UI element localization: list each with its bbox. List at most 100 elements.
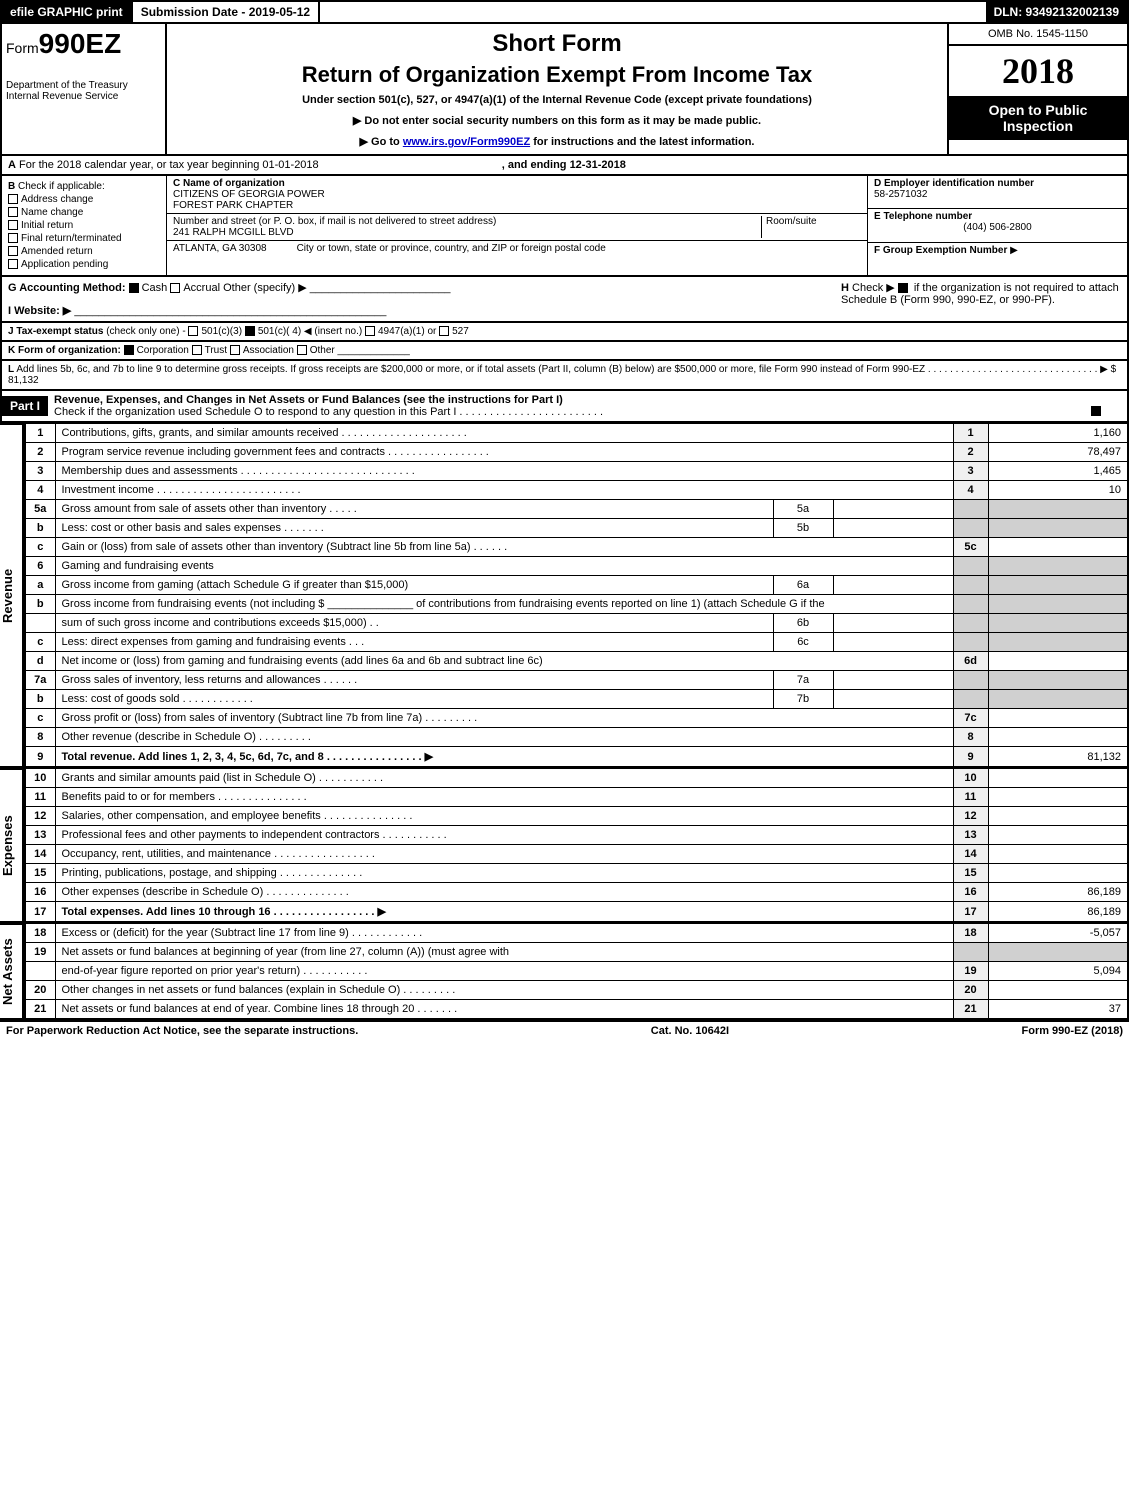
- shaded-cell: [953, 690, 988, 709]
- chk-pending[interactable]: Application pending: [8, 259, 160, 270]
- open-line1: Open to Public: [955, 102, 1121, 118]
- g-cash: Cash: [142, 282, 168, 294]
- line-num: b: [25, 519, 55, 538]
- page-footer: For Paperwork Reduction Act Notice, see …: [0, 1020, 1129, 1040]
- part1-desc: Revenue, Expenses, and Changes in Net As…: [48, 391, 1127, 421]
- form-number: Form990EZ: [6, 28, 161, 60]
- k-label: K Form of organization:: [8, 345, 121, 356]
- shaded-cell: [953, 633, 988, 652]
- line-num: 8: [25, 728, 55, 747]
- line-desc: Gross income from fundraising events (no…: [55, 595, 953, 614]
- checkbox-icon: [8, 207, 18, 217]
- chk-label: Final return/terminated: [21, 233, 122, 244]
- line-num: 3: [25, 462, 55, 481]
- line-6b-1: bGross income from fundraising events (n…: [25, 595, 1128, 614]
- chk-amended[interactable]: Amended return: [8, 246, 160, 257]
- sub-ref: 7a: [773, 671, 833, 690]
- h-section: H Check ▶ if the organization is not req…: [841, 281, 1121, 317]
- sub-ref: 5b: [773, 519, 833, 538]
- line-amount: 37: [988, 1000, 1128, 1020]
- line-amount: [988, 538, 1128, 557]
- row-a-ending: , and ending 12-31-2018: [502, 159, 626, 171]
- checkbox-icon[interactable]: [170, 283, 180, 293]
- line-desc: Gross income from gaming (attach Schedul…: [55, 576, 773, 595]
- g-label: G Accounting Method:: [8, 282, 126, 294]
- line-amount: -5,057: [988, 924, 1128, 943]
- row-gh: G Accounting Method: Cash Accrual Other …: [0, 277, 1129, 323]
- shaded-cell: [953, 671, 988, 690]
- shaded-cell: [988, 690, 1128, 709]
- revenue-section: Revenue 1Contributions, gifts, grants, a…: [0, 423, 1129, 768]
- line-desc: sum of such gross income and contributio…: [55, 614, 773, 633]
- line-amount: 86,189: [988, 883, 1128, 902]
- chk-final-return[interactable]: Final return/terminated: [8, 233, 160, 244]
- checkbox-icon[interactable]: [365, 326, 375, 336]
- line-ref: 3: [953, 462, 988, 481]
- city-label: City or town, state or province, country…: [297, 243, 606, 254]
- row-a-label: A: [8, 159, 16, 171]
- org-name-2: FOREST PARK CHAPTER: [173, 200, 861, 211]
- line-ref: 13: [953, 826, 988, 845]
- line-num: c: [25, 709, 55, 728]
- dept-treasury: Department of the Treasury: [6, 80, 161, 91]
- phone-value: (404) 506-2800: [874, 222, 1121, 233]
- line-desc: Other revenue (describe in Schedule O) .…: [55, 728, 953, 747]
- chk-initial-return[interactable]: Initial return: [8, 220, 160, 231]
- line-11: 11Benefits paid to or for members . . . …: [25, 788, 1128, 807]
- line-num: 20: [25, 981, 55, 1000]
- footer-mid: Cat. No. 10642I: [651, 1025, 729, 1037]
- line-12: 12Salaries, other compensation, and empl…: [25, 807, 1128, 826]
- line-num: [25, 962, 55, 981]
- chk-address-change[interactable]: Address change: [8, 194, 160, 205]
- line-num: 21: [25, 1000, 55, 1020]
- checkbox-icon[interactable]: [297, 345, 307, 355]
- line-amount: [988, 728, 1128, 747]
- line-ref: 20: [953, 981, 988, 1000]
- checkbox-icon[interactable]: [124, 345, 134, 355]
- checkbox-icon[interactable]: [129, 283, 139, 293]
- shaded-cell: [953, 557, 988, 576]
- line-20: 20Other changes in net assets or fund ba…: [25, 981, 1128, 1000]
- line-8: 8Other revenue (describe in Schedule O) …: [25, 728, 1128, 747]
- line-amount: 78,497: [988, 443, 1128, 462]
- line-num: d: [25, 652, 55, 671]
- line-desc: Contributions, gifts, grants, and simila…: [55, 424, 953, 443]
- line-15: 15Printing, publications, postage, and s…: [25, 864, 1128, 883]
- line-amount: [988, 845, 1128, 864]
- line-num: c: [25, 633, 55, 652]
- line-desc: Membership dues and assessments . . . . …: [55, 462, 953, 481]
- l-text: Add lines 5b, 6c, and 7b to line 9 to de…: [8, 364, 1116, 386]
- checkbox-icon[interactable]: [1091, 406, 1101, 416]
- k-assoc: Association: [243, 345, 294, 356]
- chk-label: Initial return: [21, 220, 73, 231]
- checkbox-icon[interactable]: [230, 345, 240, 355]
- line-num: 18: [25, 924, 55, 943]
- checkbox-icon[interactable]: [898, 283, 908, 293]
- return-title: Return of Organization Exempt From Incom…: [173, 62, 941, 88]
- row-a: A For the 2018 calendar year, or tax yea…: [0, 156, 1129, 176]
- line-num: 5a: [25, 500, 55, 519]
- checkbox-icon[interactable]: [192, 345, 202, 355]
- line-amount: 86,189: [988, 902, 1128, 923]
- efile-print-button[interactable]: efile GRAPHIC print: [2, 2, 131, 22]
- line-ref: 11: [953, 788, 988, 807]
- revenue-table: 1Contributions, gifts, grants, and simil…: [24, 423, 1129, 768]
- line-amount: [988, 981, 1128, 1000]
- line-desc: Net assets or fund balances at end of ye…: [55, 1000, 953, 1020]
- checkbox-icon[interactable]: [439, 326, 449, 336]
- checkbox-icon[interactable]: [188, 326, 198, 336]
- line-num: 4: [25, 481, 55, 500]
- line-6b-2: sum of such gross income and contributio…: [25, 614, 1128, 633]
- expenses-table: 10Grants and similar amounts paid (list …: [24, 768, 1129, 923]
- irs-link[interactable]: www.irs.gov/Form990EZ: [403, 136, 530, 148]
- line-num: 13: [25, 826, 55, 845]
- chk-name-change[interactable]: Name change: [8, 207, 160, 218]
- j-text: (check only one) -: [106, 326, 185, 337]
- top-bar: efile GRAPHIC print Submission Date - 20…: [0, 0, 1129, 24]
- part1-title: Revenue, Expenses, and Changes in Net As…: [54, 394, 563, 406]
- checkbox-icon[interactable]: [245, 326, 255, 336]
- line-desc: Excess or (deficit) for the year (Subtra…: [55, 924, 953, 943]
- line-num: 1: [25, 424, 55, 443]
- header-right: OMB No. 1545-1150 2018 Open to Public In…: [947, 24, 1127, 154]
- netassets-section: Net Assets 18Excess or (deficit) for the…: [0, 923, 1129, 1020]
